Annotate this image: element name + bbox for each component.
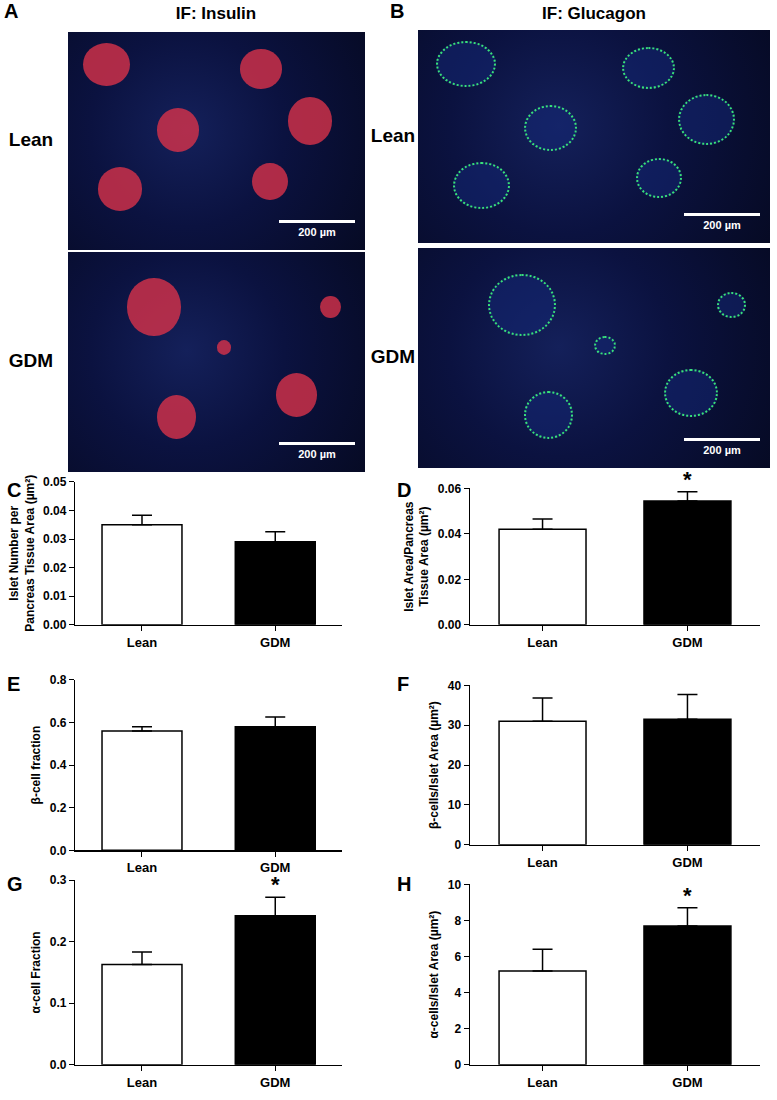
svg-text:0.05: 0.05: [43, 475, 67, 489]
svg-text:0.0: 0.0: [50, 1058, 67, 1072]
svg-text:4: 4: [454, 986, 461, 1000]
svg-text:D: D: [397, 479, 411, 501]
svg-text:E: E: [7, 673, 20, 695]
svg-text:0: 0: [454, 1058, 461, 1072]
svg-text:0.06: 0.06: [438, 482, 462, 496]
svg-text:Lean: Lean: [127, 860, 157, 875]
html-text:GDM: GDM: [8, 350, 54, 371]
html-text:IF: Glucagon: IF: Glucagon: [542, 4, 646, 23]
html-text:GDM: GDM: [370, 346, 416, 367]
svg-text:α-cell Fraction: α-cell Fraction: [29, 931, 43, 1013]
svg-text:*: *: [683, 467, 692, 492]
svg-text:*: *: [683, 883, 692, 908]
svg-text:β-cell fraction: β-cell fraction: [29, 726, 43, 805]
html-text:200 µm: 200 µm: [298, 448, 336, 460]
svg-text:2: 2: [454, 1022, 461, 1036]
html-text:Lean: Lean: [8, 129, 54, 150]
svg-text:10: 10: [448, 878, 462, 892]
html-text:Lean: Lean: [370, 124, 416, 146]
svg-text:0.4: 0.4: [50, 758, 67, 772]
html-text:IF: Insulin: IF: Insulin: [175, 4, 257, 23]
html-text:200 µm: 200 µm: [703, 444, 741, 456]
svg-text:GDM: GDM: [260, 635, 290, 650]
svg-text:C: C: [7, 479, 21, 501]
svg-text:*: *: [271, 872, 280, 897]
svg-text:0.2: 0.2: [50, 935, 67, 949]
svg-text:F: F: [397, 673, 409, 695]
svg-text:G: G: [7, 873, 23, 895]
svg-text:10: 10: [448, 798, 462, 812]
svg-text:GDM: GDM: [672, 1075, 702, 1090]
svg-text:0.01: 0.01: [43, 589, 67, 603]
svg-text:Lean: Lean: [127, 635, 157, 650]
svg-text:0.02: 0.02: [43, 561, 67, 575]
svg-text:0.0: 0.0: [50, 844, 67, 858]
html-text:200 µm: 200 µm: [298, 226, 336, 238]
html-text:A: A: [4, 0, 19, 22]
svg-text:Islet Area/PancreasTissue Area: Islet Area/PancreasTissue Area (µm²): [402, 501, 432, 612]
svg-text:0.04: 0.04: [438, 527, 462, 541]
html-text:200 µm: 200 µm: [703, 219, 741, 231]
svg-text:Lean: Lean: [127, 1075, 157, 1090]
svg-text:Lean: Lean: [527, 1075, 557, 1090]
svg-text:0.00: 0.00: [43, 618, 67, 632]
svg-text:Lean: Lean: [527, 855, 557, 870]
svg-text:GDM: GDM: [260, 860, 290, 875]
svg-text:0.6: 0.6: [50, 716, 67, 730]
svg-text:GDM: GDM: [672, 635, 702, 650]
html-text:B: B: [390, 0, 405, 22]
svg-text:0.04: 0.04: [43, 504, 67, 518]
svg-text:0.1: 0.1: [50, 996, 67, 1010]
svg-text:GDM: GDM: [672, 855, 702, 870]
svg-text:0: 0: [454, 838, 461, 852]
svg-text:40: 40: [448, 679, 462, 693]
svg-text:0.8: 0.8: [50, 673, 67, 687]
svg-text:Lean: Lean: [527, 635, 557, 650]
svg-text:Islet Number perPancreas Tissu: Islet Number perPancreas Tissue Area (µm…: [7, 475, 37, 632]
svg-text:0.00: 0.00: [438, 618, 462, 632]
svg-text:6: 6: [454, 950, 461, 964]
svg-text:8: 8: [454, 914, 461, 928]
svg-text:GDM: GDM: [260, 1075, 290, 1090]
svg-text:0.2: 0.2: [50, 801, 67, 815]
svg-text:β-cells/Islet Area (µm²): β-cells/Islet Area (µm²): [427, 701, 441, 829]
svg-text:30: 30: [448, 718, 462, 732]
svg-text:α-cells/Islet Area (µm²): α-cells/Islet Area (µm²): [427, 911, 441, 1039]
svg-text:0.02: 0.02: [438, 573, 462, 587]
svg-text:20: 20: [448, 758, 462, 772]
svg-text:H: H: [397, 873, 411, 895]
svg-text:0.3: 0.3: [50, 873, 67, 887]
svg-text:0.03: 0.03: [43, 532, 67, 546]
